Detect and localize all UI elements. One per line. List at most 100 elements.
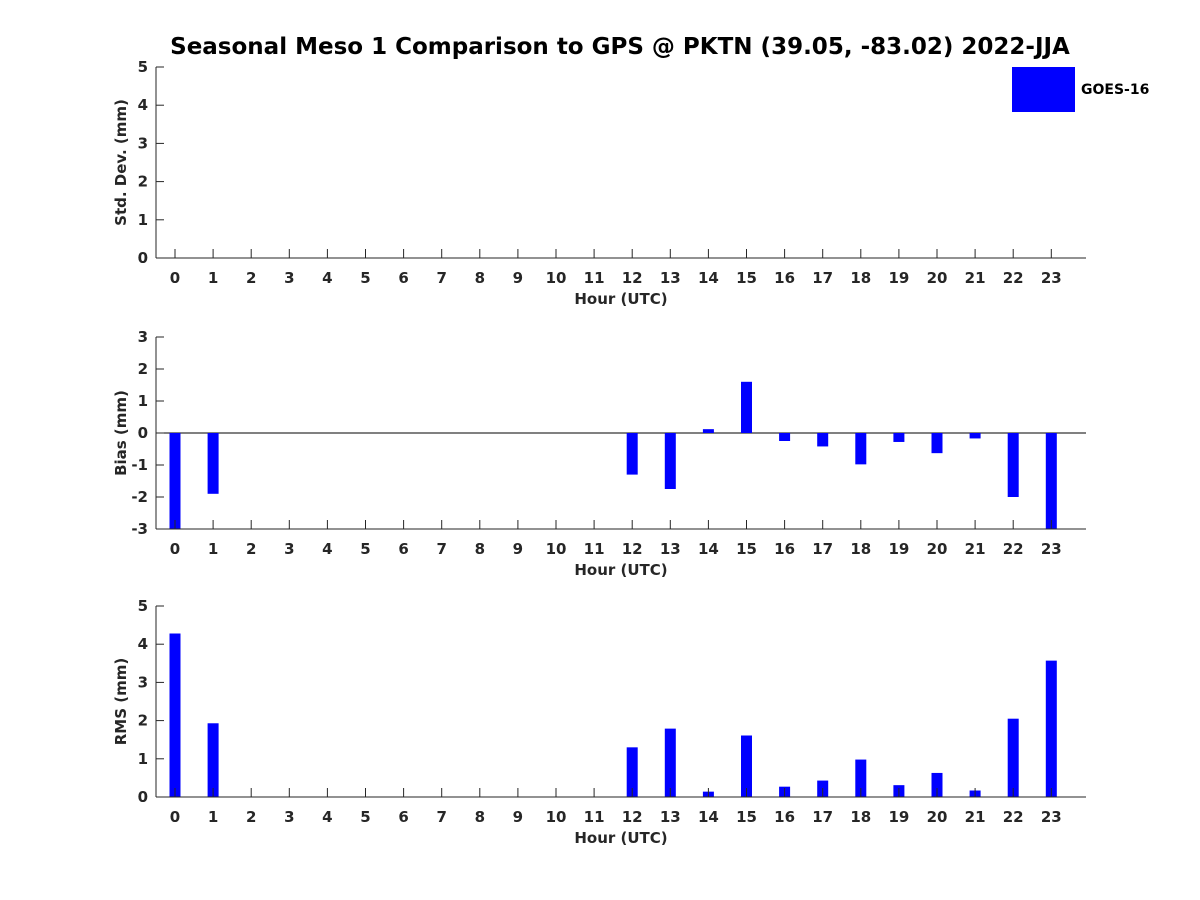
x-tick-label: 7: [436, 808, 446, 826]
y-axis-label: RMS (mm): [112, 658, 130, 745]
bar-bias-hour-16: [779, 433, 791, 441]
x-tick-label: 6: [398, 269, 408, 287]
bar-rms-hour-15: [741, 735, 752, 797]
bar-bias-hour-22: [1007, 433, 1019, 497]
x-tick-label: 11: [584, 269, 605, 287]
x-tick-label: 1: [208, 540, 218, 558]
x-tick-label: 5: [360, 540, 370, 558]
x-tick-label: 12: [622, 540, 643, 558]
x-tick-label: 6: [398, 808, 408, 826]
x-tick-label: 11: [584, 808, 605, 826]
x-tick-label: 21: [965, 808, 986, 826]
x-tick-label: 21: [965, 540, 986, 558]
bar-bias-hour-19: [893, 433, 905, 442]
x-tick-label: 15: [736, 540, 757, 558]
x-tick-label: 17: [812, 540, 833, 558]
x-tick-label: 19: [888, 269, 909, 287]
bar-rms-hour-1: [207, 723, 219, 797]
bar-rms-hour-18: [855, 759, 867, 797]
bar-rms-hour-23: [1045, 660, 1057, 797]
y-tick-label: 1: [138, 750, 148, 768]
bar-rms-hour-20: [931, 772, 943, 797]
x-tick-label: 1: [208, 808, 218, 826]
x-tick-label: 8: [475, 540, 485, 558]
x-tick-label: 19: [888, 808, 909, 826]
x-tick-label: 4: [322, 808, 332, 826]
x-tick-label: 3: [284, 269, 294, 287]
x-tick-label: 8: [475, 269, 485, 287]
x-tick-label: 2: [246, 540, 256, 558]
x-tick-label: 23: [1041, 808, 1062, 826]
x-tick-label: 15: [736, 269, 757, 287]
x-tick-label: 14: [698, 540, 719, 558]
x-tick-label: 9: [513, 808, 523, 826]
x-tick-label: 4: [322, 540, 332, 558]
y-tick-label: 3: [138, 328, 148, 346]
y-tick-label: 4: [138, 635, 148, 653]
y-tick-label: 0: [138, 249, 148, 267]
x-tick-label: 9: [513, 269, 523, 287]
x-tick-label: 9: [513, 540, 523, 558]
x-tick-label: 13: [660, 269, 681, 287]
y-tick-label: 2: [138, 173, 148, 191]
y-axis-label: Std. Dev. (mm): [112, 99, 130, 226]
y-axis-label: Bias (mm): [112, 390, 130, 476]
x-axis-label: Hour (UTC): [574, 829, 667, 847]
x-tick-label: 17: [812, 269, 833, 287]
x-tick-label: 5: [360, 808, 370, 826]
x-tick-label: 16: [774, 269, 795, 287]
x-tick-label: 7: [436, 269, 446, 287]
y-tick-label: 4: [138, 96, 148, 114]
x-tick-label: 15: [736, 808, 757, 826]
x-tick-label: 19: [888, 540, 909, 558]
x-tick-label: 10: [546, 269, 567, 287]
bar-bias-hour-18: [855, 433, 867, 465]
y-tick-label: 5: [138, 597, 148, 615]
x-tick-label: 4: [322, 269, 332, 287]
y-tick-label: 3: [138, 673, 148, 691]
x-tick-label: 20: [927, 540, 948, 558]
legend-swatch: [1012, 67, 1075, 112]
x-tick-label: 2: [246, 808, 256, 826]
x-tick-label: 3: [284, 540, 294, 558]
bar-rms-hour-12: [626, 747, 638, 797]
bar-bias-hour-21: [969, 433, 981, 439]
bar-bias-hour-23: [1045, 433, 1057, 529]
x-tick-label: 13: [660, 540, 681, 558]
x-tick-label: 5: [360, 269, 370, 287]
x-axis-label: Hour (UTC): [574, 561, 667, 579]
x-tick-label: 8: [475, 808, 485, 826]
x-tick-label: 21: [965, 269, 986, 287]
y-tick-label: -3: [131, 520, 148, 538]
x-tick-label: 6: [398, 540, 408, 558]
legend: GOES-16: [1012, 67, 1149, 112]
x-tick-label: 18: [850, 808, 871, 826]
bar-bias-hour-17: [817, 433, 829, 447]
y-tick-label: 1: [138, 392, 148, 410]
x-tick-label: 3: [284, 808, 294, 826]
x-tick-label: 13: [660, 808, 681, 826]
y-tick-label: 0: [138, 424, 148, 442]
x-tick-label: 18: [850, 540, 871, 558]
y-tick-label: 5: [138, 58, 148, 76]
x-axis-label: Hour (UTC): [574, 290, 667, 308]
x-tick-label: 0: [170, 269, 180, 287]
bar-bias-hour-15: [741, 381, 752, 433]
x-tick-label: 20: [927, 269, 948, 287]
y-tick-label: -1: [131, 456, 148, 474]
x-tick-label: 10: [546, 808, 567, 826]
y-tick-label: 0: [138, 788, 148, 806]
bar-rms-hour-0: [169, 633, 181, 797]
x-tick-label: 14: [698, 808, 719, 826]
legend-label: GOES-16: [1081, 82, 1149, 98]
x-tick-label: 1: [208, 269, 218, 287]
y-tick-label: -2: [131, 488, 148, 506]
x-tick-label: 22: [1003, 269, 1024, 287]
x-tick-label: 16: [774, 540, 795, 558]
y-tick-label: 3: [138, 134, 148, 152]
x-tick-label: 16: [774, 808, 795, 826]
y-tick-label: 2: [138, 712, 148, 730]
bar-rms-hour-22: [1007, 718, 1019, 797]
